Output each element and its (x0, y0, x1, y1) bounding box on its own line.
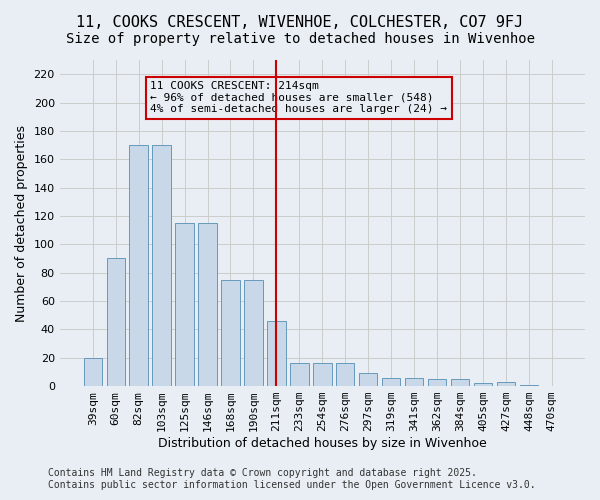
Bar (428, 379, 446, 386)
Bar (336, 364, 355, 386)
Text: 11 COOKS CRESCENT: 214sqm
← 96% of detached houses are smaller (548)
4% of semi-: 11 COOKS CRESCENT: 214sqm ← 96% of detac… (150, 82, 447, 114)
Bar (382, 378, 400, 386)
Text: Contains HM Land Registry data © Crown copyright and database right 2025.
Contai: Contains HM Land Registry data © Crown c… (48, 468, 536, 490)
Bar (451, 379, 469, 386)
Bar (520, 384, 538, 386)
Bar (405, 378, 424, 386)
Bar (152, 145, 171, 386)
Y-axis label: Number of detached properties: Number of detached properties (15, 124, 28, 322)
Text: Size of property relative to detached houses in Wivenhoe: Size of property relative to detached ho… (65, 32, 535, 46)
Bar (313, 364, 332, 386)
Bar (474, 383, 492, 386)
Bar (290, 364, 308, 386)
Bar (83, 358, 102, 386)
X-axis label: Distribution of detached houses by size in Wivenhoe: Distribution of detached houses by size … (158, 437, 487, 450)
Bar (130, 145, 148, 386)
Bar (175, 223, 194, 386)
Bar (199, 223, 217, 386)
Bar (267, 321, 286, 386)
Text: 11, COOKS CRESCENT, WIVENHOE, COLCHESTER, CO7 9FJ: 11, COOKS CRESCENT, WIVENHOE, COLCHESTER… (76, 15, 524, 30)
Bar (221, 280, 239, 386)
Bar (107, 258, 125, 386)
Bar (497, 382, 515, 386)
Bar (359, 374, 377, 386)
Bar (244, 280, 263, 386)
